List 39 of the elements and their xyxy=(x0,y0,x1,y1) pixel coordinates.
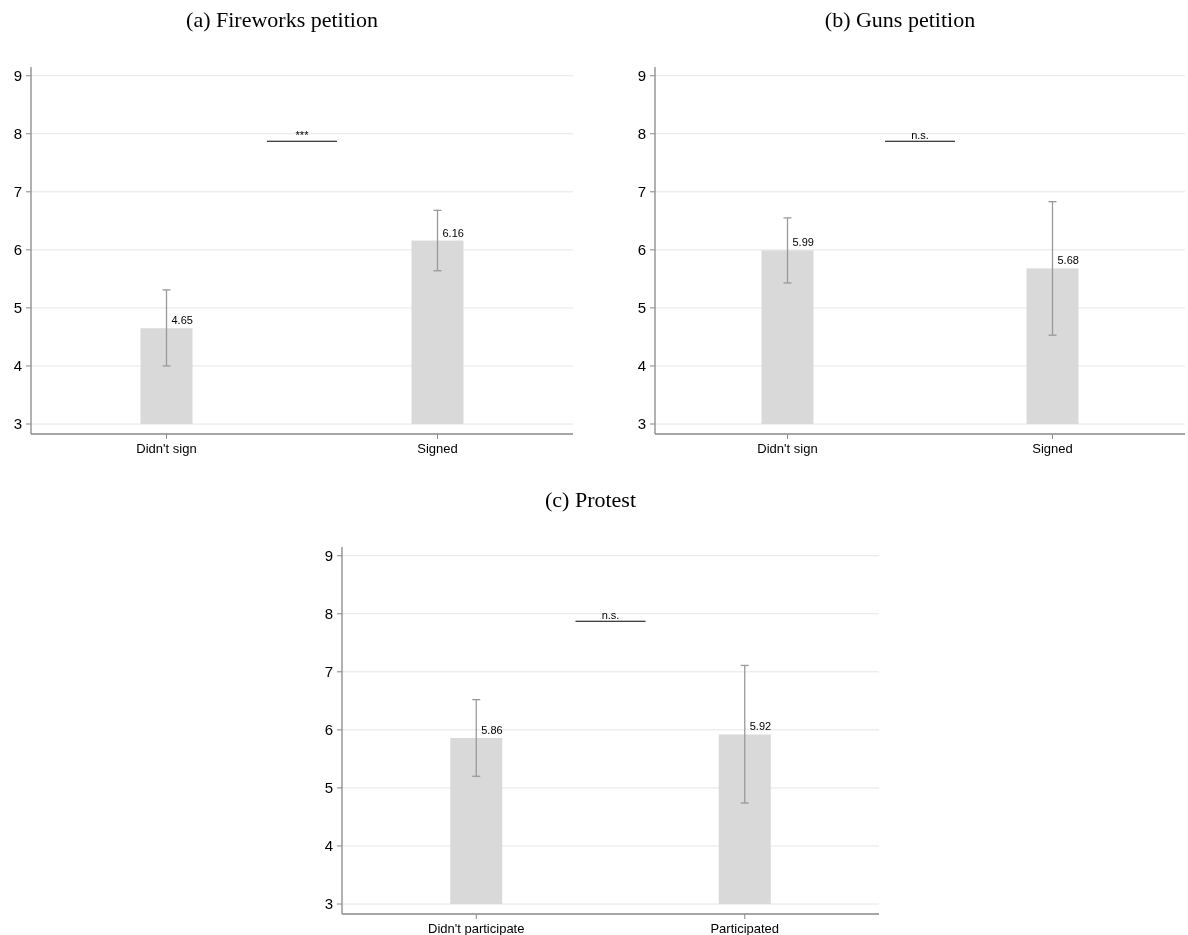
y-tick-label: 7 xyxy=(324,663,333,681)
chart-title: (a) Fireworks petition xyxy=(186,7,378,32)
y-tick-label: 9 xyxy=(13,66,22,84)
x-tick-label: Signed xyxy=(1032,441,1073,456)
x-tick-label: Didn't sign xyxy=(757,441,818,456)
y-tick-label: 4 xyxy=(637,357,646,375)
y-tick-label: 3 xyxy=(637,415,646,433)
data-label: 6.16 xyxy=(442,226,464,239)
chart-title: (c) Protest xyxy=(544,487,637,512)
y-tick-label: 8 xyxy=(13,125,22,143)
y-tick-label: 6 xyxy=(324,721,333,739)
x-tick-label: Didn't participate xyxy=(428,921,525,935)
y-tick-label: 3 xyxy=(13,415,22,433)
data-label: 5.68 xyxy=(1057,254,1079,267)
y-tick-label: 3 xyxy=(324,895,333,913)
y-tick-label: 5 xyxy=(13,299,22,317)
annotation: n.s. xyxy=(601,609,620,622)
y-tick-label: 7 xyxy=(637,183,646,201)
y-tick-label: 9 xyxy=(324,546,333,564)
y-tick-label: 4 xyxy=(13,357,22,375)
x-tick-label: Signed xyxy=(417,441,458,456)
y-tick-label: 8 xyxy=(637,125,646,143)
y-tick-label: 7 xyxy=(13,183,22,201)
y-tick-label: 8 xyxy=(324,605,333,623)
data-label: 5.86 xyxy=(481,723,503,736)
y-tick-label: 5 xyxy=(324,779,333,797)
x-tick-label: Didn't sign xyxy=(136,441,197,456)
data-label: 5.99 xyxy=(792,236,814,249)
y-tick-label: 6 xyxy=(637,241,646,259)
x-tick-label: Participated xyxy=(710,921,780,935)
y-tick-label: 6 xyxy=(13,241,22,259)
y-tick-label: 4 xyxy=(324,837,333,855)
y-tick-label: 9 xyxy=(637,66,646,84)
chart-title: (b) Guns petition xyxy=(824,7,976,32)
data-label: 4.65 xyxy=(171,314,193,327)
data-label: 5.92 xyxy=(749,720,772,733)
y-tick-label: 5 xyxy=(637,299,646,317)
annotation: n.s. xyxy=(911,129,929,142)
annotation: *** xyxy=(295,129,310,142)
